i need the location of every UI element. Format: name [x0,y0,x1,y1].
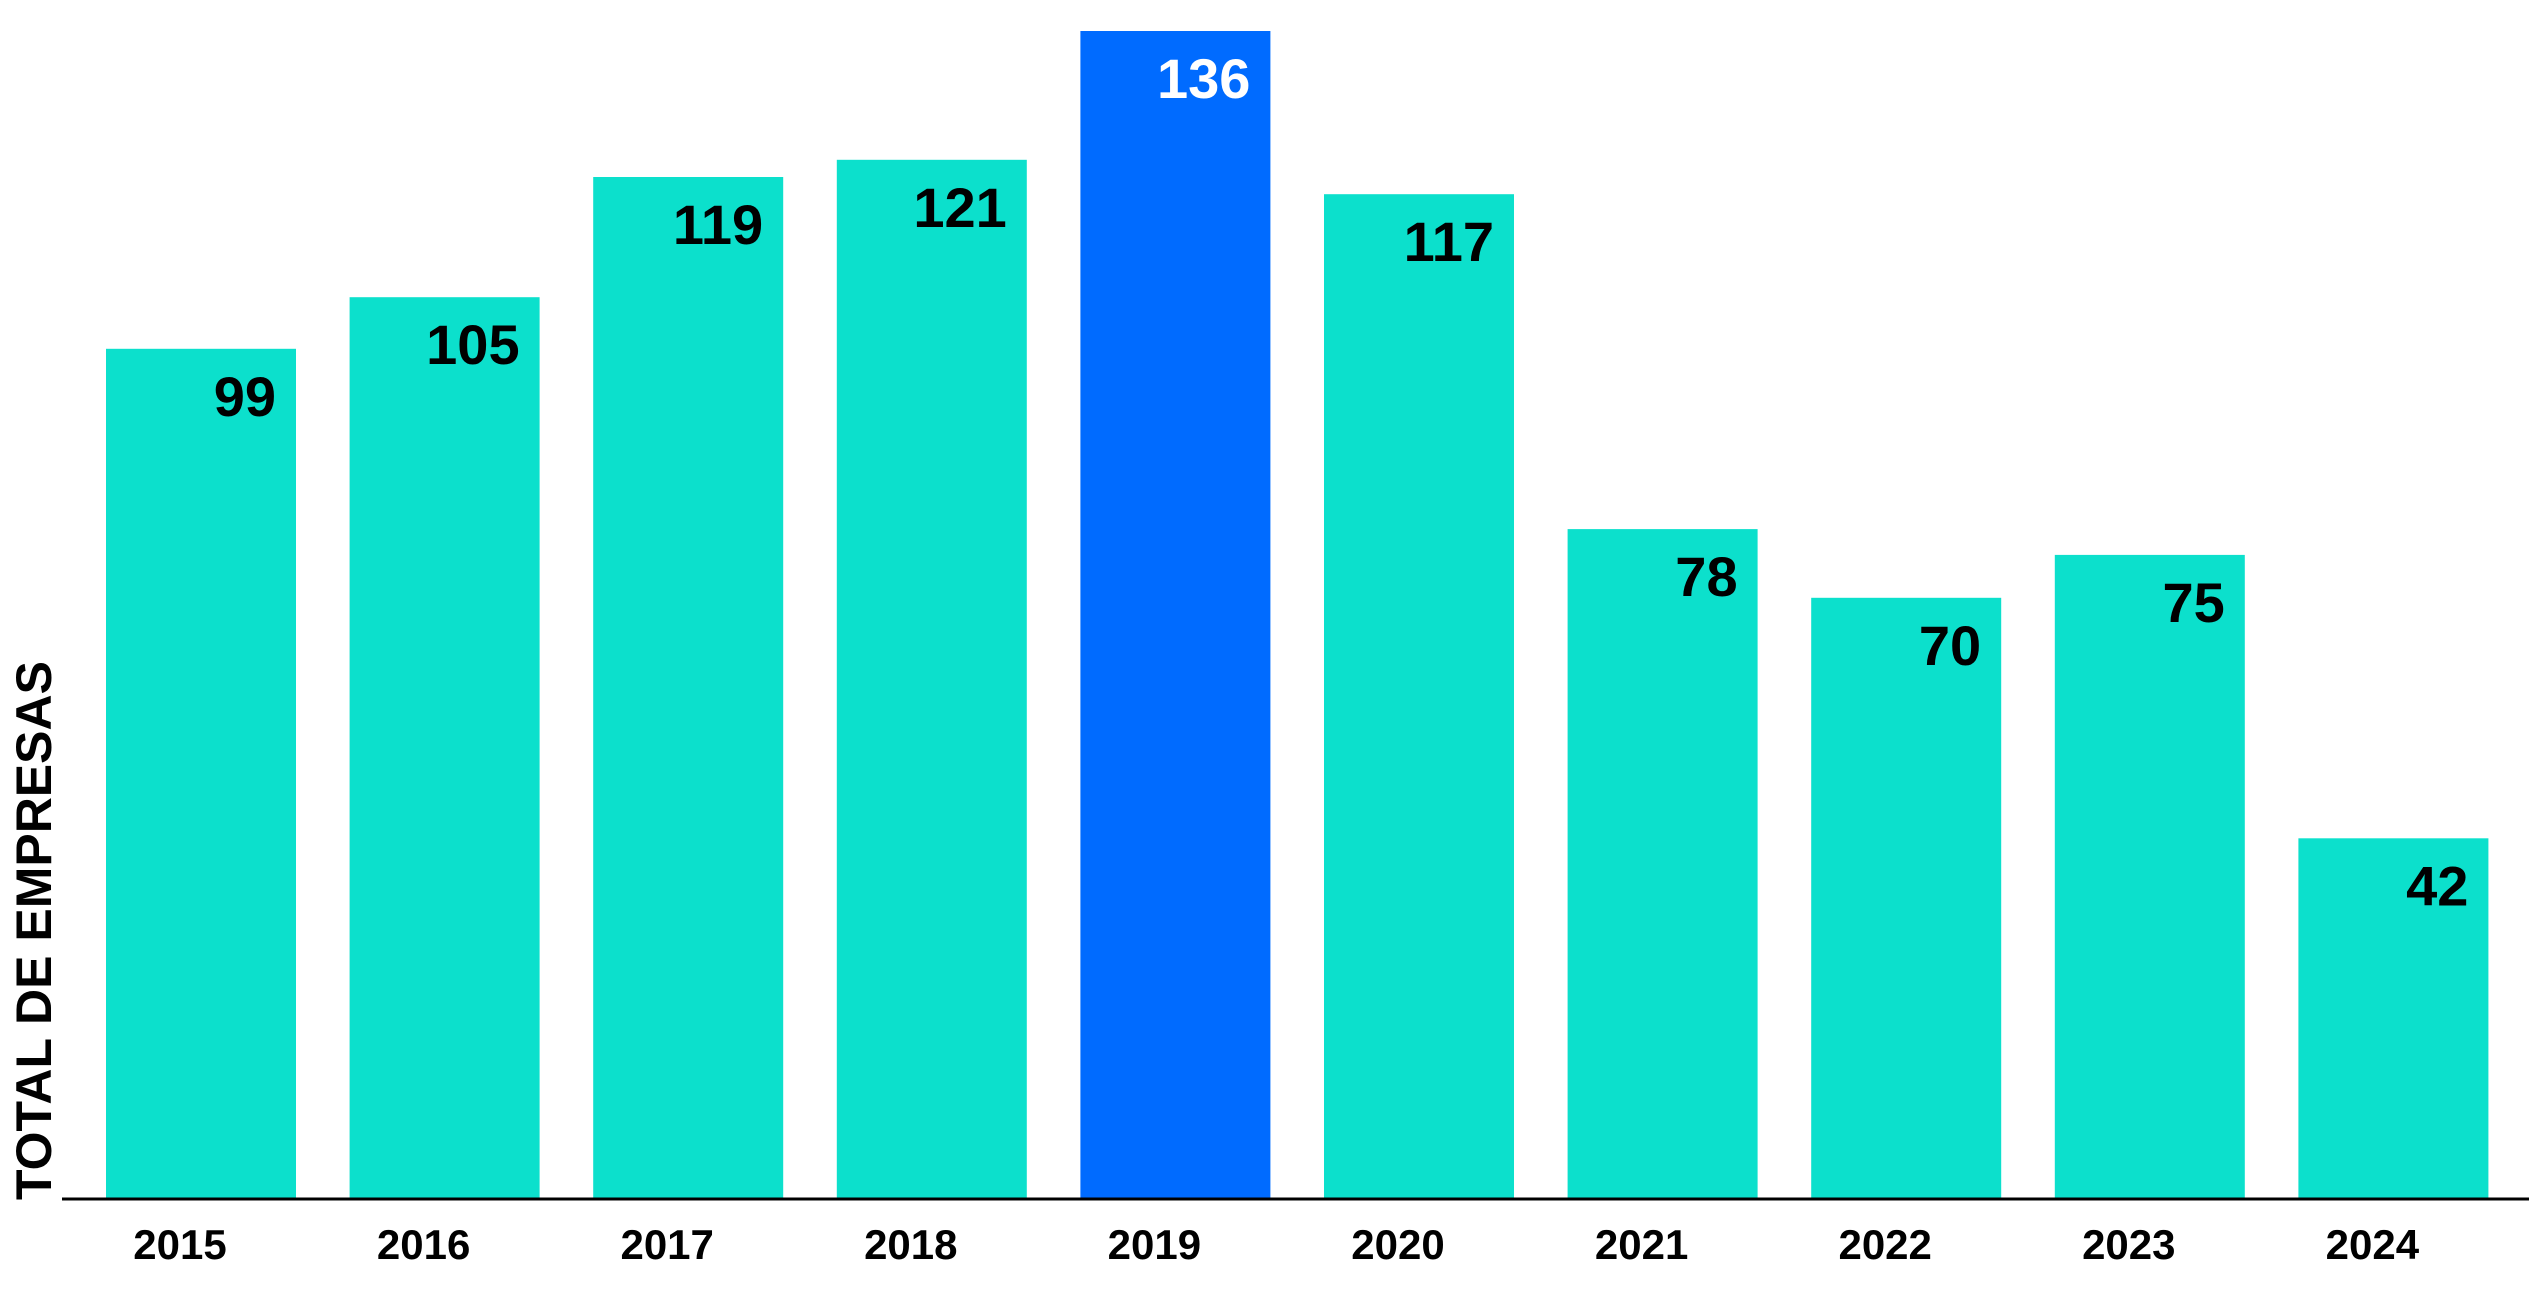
data-label-2019: 136 [1157,47,1250,110]
x-tick-2019: 2019 [1108,1221,1201,1268]
bar-2020 [1324,194,1514,1199]
x-tick-labels: 2015 2016 2017 2018 2019 2020 2021 2022 2023 2024 [133,1221,2419,1268]
data-label-2015: 99 [214,365,276,428]
x-tick-2021: 2021 [1595,1221,1688,1268]
bar-2019 [1080,31,1271,1199]
bar-2017 [593,177,784,1199]
x-tick-2020: 2020 [1351,1221,1444,1268]
y-axis-label: TOTAL DE EMPRESAS [6,661,62,1200]
data-label-2018: 121 [913,176,1006,239]
data-label-2022: 70 [1919,614,1981,677]
bar-2023 [2054,554,2245,1199]
x-tick-2022: 2022 [1838,1221,1931,1268]
data-label-2023: 75 [2163,571,2225,634]
bars-group: 99 105 119 121 136 117 78 70 75 42 [106,31,2489,1199]
x-tick-2017: 2017 [620,1221,713,1268]
bar-2015 [106,348,296,1199]
data-label-2024: 42 [2406,854,2468,917]
bar-2022 [1811,597,2002,1199]
bar-2021 [1567,529,1758,1199]
data-label-2020: 117 [1404,210,1494,273]
bar-2016 [349,297,540,1199]
x-tick-2024: 2024 [2326,1221,2420,1268]
data-label-2016: 105 [426,313,519,376]
bar-2024 [2298,838,2489,1199]
data-label-2021: 78 [1675,545,1737,608]
data-label-2017: 119 [673,193,763,256]
x-tick-2023: 2023 [2082,1221,2175,1268]
bar-2018 [836,159,1027,1199]
x-tick-2018: 2018 [864,1221,957,1268]
x-tick-2015: 2015 [133,1221,226,1268]
x-tick-2016: 2016 [377,1221,470,1268]
